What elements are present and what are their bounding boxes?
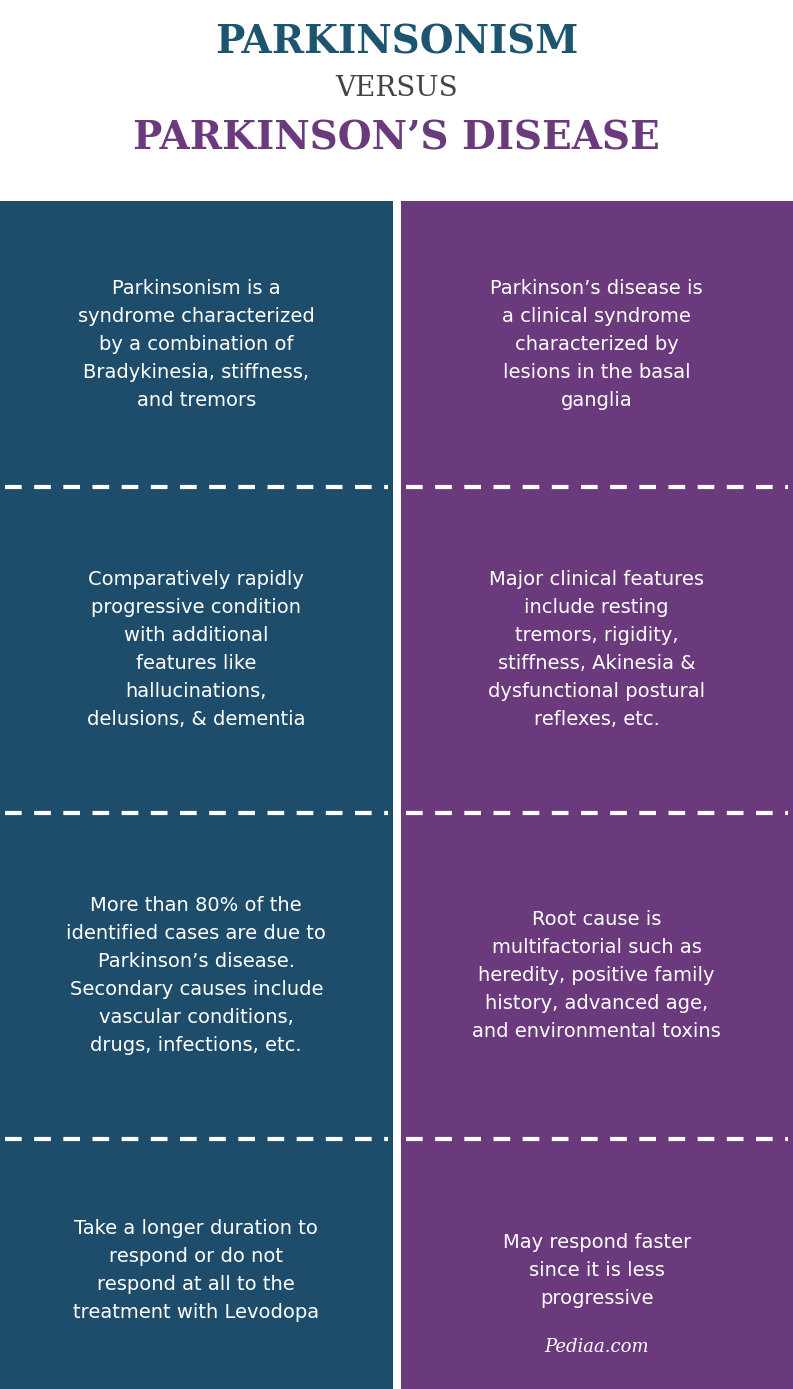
Text: Take a longer duration to
respond or do not
respond at all to the
treatment with: Take a longer duration to respond or do …	[73, 1218, 320, 1321]
Bar	[0, 201, 393, 215]
Bar	[0, 1126, 393, 1151]
Text: Parkinsonism is a
syndrome characterized
by a combination of
Bradykinesia, stiff: Parkinsonism is a syndrome characterized…	[78, 279, 315, 410]
Text: VERSUS: VERSUS	[335, 75, 458, 101]
Bar	[0, 1151, 393, 1389]
Bar	[400, 800, 793, 825]
Bar	[400, 474, 793, 500]
Bar	[0, 474, 393, 500]
Text: Parkinson’s disease is
a clinical syndrome
characterized by
lesions in the basal: Parkinson’s disease is a clinical syndro…	[490, 279, 703, 410]
Text: May respond faster
since it is less
progressive: May respond faster since it is less prog…	[503, 1232, 691, 1307]
Text: Comparatively rapidly
progressive condition
with additional
features like
halluc: Comparatively rapidly progressive condit…	[87, 571, 305, 729]
Text: PARKINSON’S DISEASE: PARKINSON’S DISEASE	[133, 119, 660, 157]
Text: Root cause is
multifactorial such as
heredity, positive family
history, advanced: Root cause is multifactorial such as her…	[473, 910, 721, 1042]
Bar	[0, 500, 393, 800]
Bar	[0, 215, 393, 474]
Bar	[400, 1126, 793, 1151]
Text: Major clinical features
include resting
tremors, rigidity,
stiffness, Akinesia &: Major clinical features include resting …	[488, 571, 705, 729]
Bar	[400, 201, 793, 215]
Text: PARKINSONISM: PARKINSONISM	[215, 24, 578, 61]
Bar	[400, 825, 793, 1126]
Bar	[400, 500, 793, 800]
Bar	[0, 800, 393, 825]
Bar	[400, 215, 793, 474]
Bar	[0, 825, 393, 1126]
Text: More than 80% of the
identified cases are due to
Parkinson’s disease.
Secondary : More than 80% of the identified cases ar…	[67, 896, 326, 1056]
Bar	[400, 1151, 793, 1389]
Text: Pediaa.com: Pediaa.com	[545, 1338, 649, 1356]
